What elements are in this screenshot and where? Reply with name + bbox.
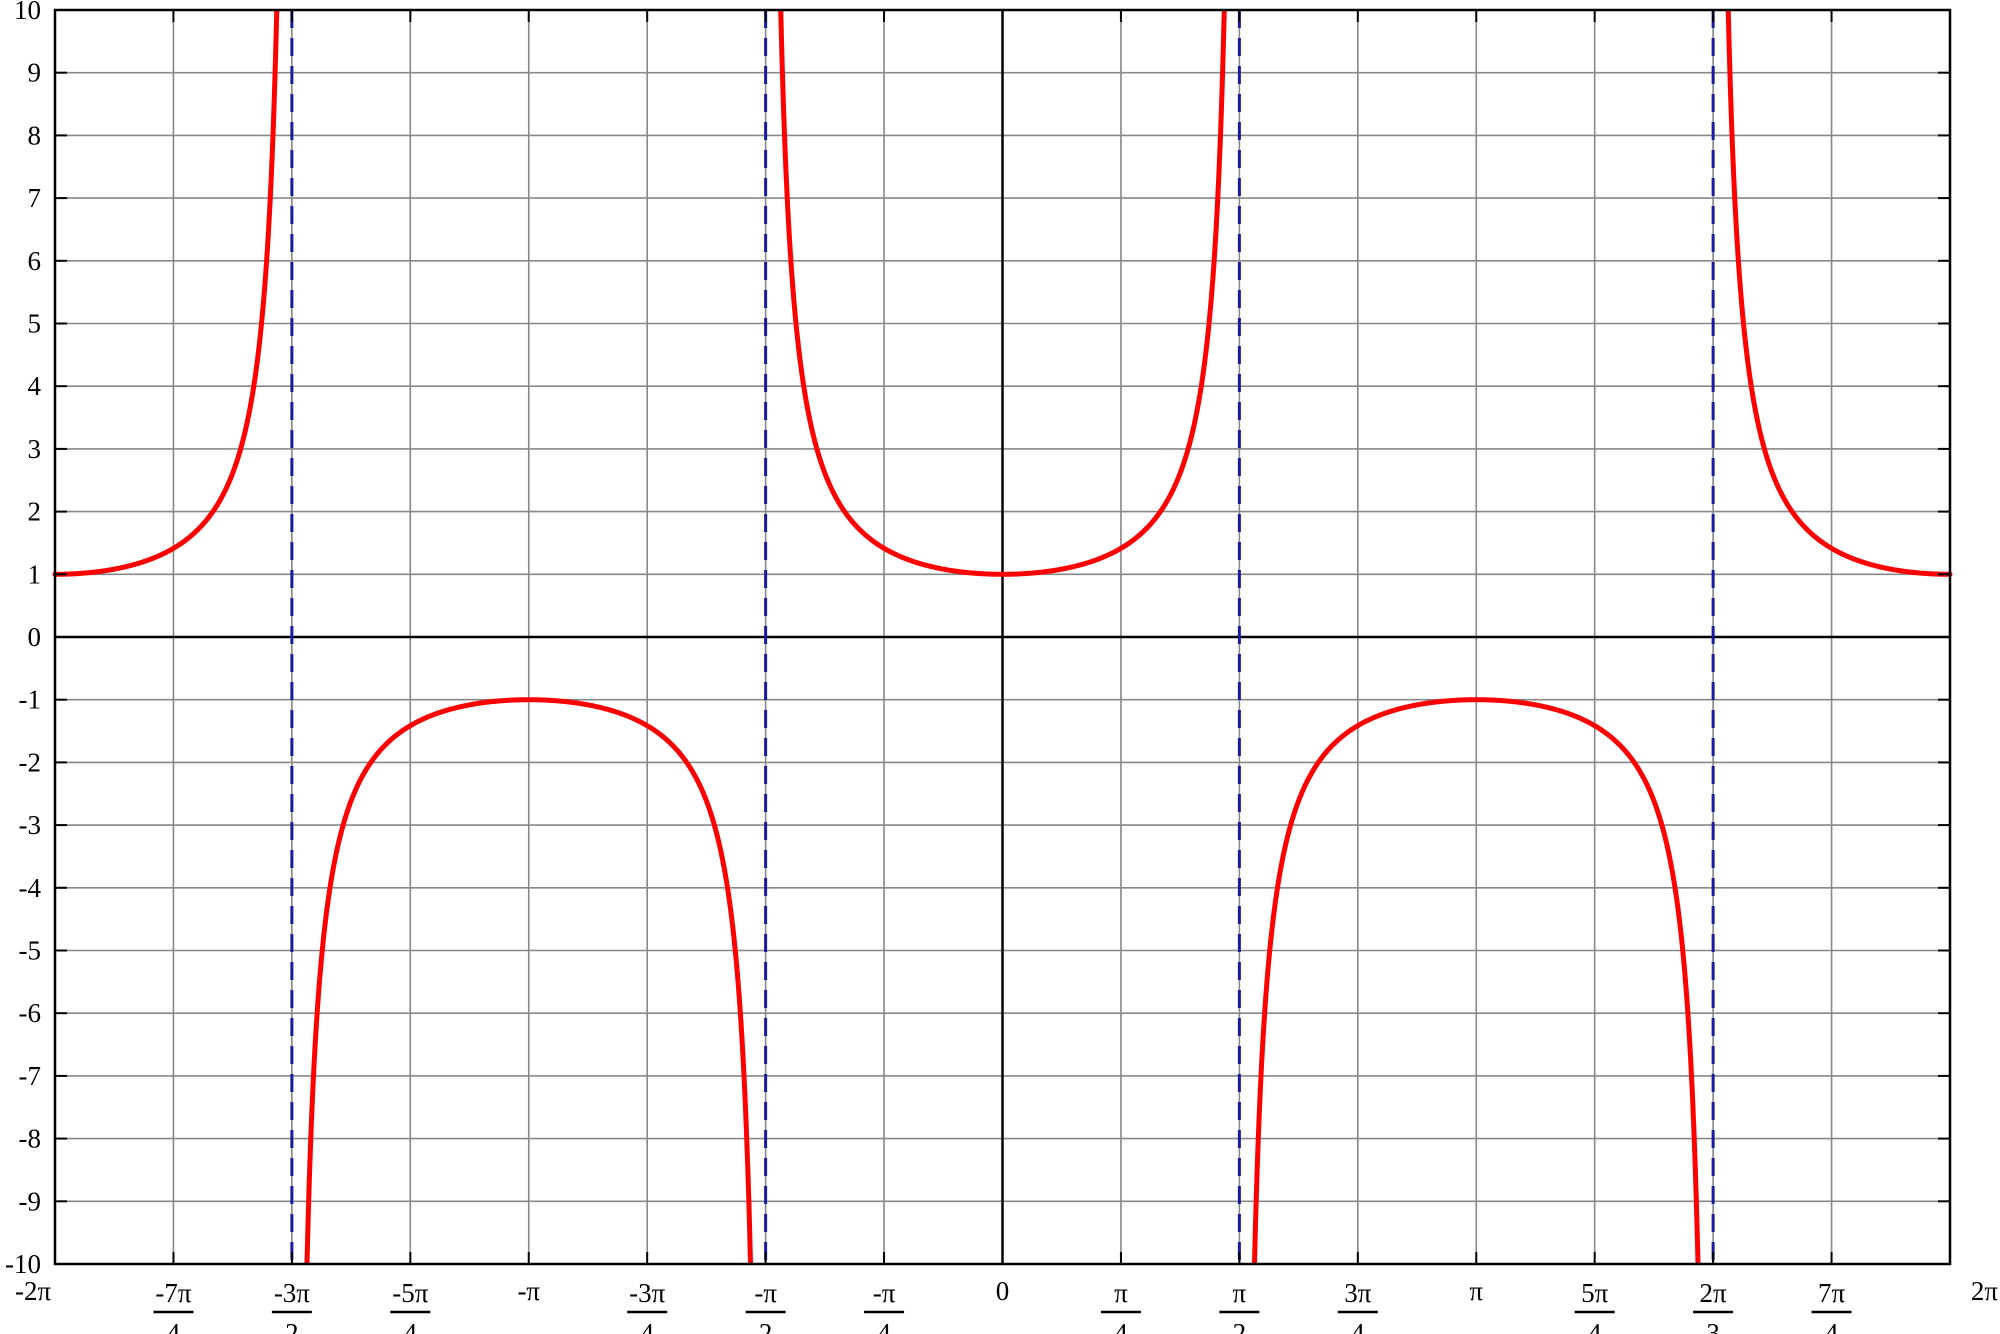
x-tick-label-denominator: 2 (285, 1318, 299, 1334)
x-tick-label-denominator: 4 (1825, 1318, 1839, 1334)
sec-curve-segment (52, 10, 280, 577)
x-tick-label-numerator: -π (754, 1278, 777, 1308)
asymptote-lines (290, 10, 1715, 1264)
x-tick-label-denominator: 4 (1588, 1318, 1602, 1334)
x-tick-label-denominator: 4 (167, 1318, 181, 1334)
x-tick-label-denominator: 4 (404, 1318, 418, 1334)
plot-series (52, 10, 1953, 1264)
y-tick-label: -2 (19, 747, 42, 777)
plot-frame (53, 8, 1952, 1266)
y-tick-label: -6 (19, 998, 42, 1028)
x-tick-label-numerator: π (1233, 1278, 1247, 1308)
x-tick-label: -π (517, 1276, 540, 1306)
x-tick-label-denominator: 3 (1706, 1318, 1720, 1334)
y-tick-label: -3 (19, 810, 42, 840)
y-tick-label: 2 (28, 497, 42, 527)
x-tick-label-denominator: 4 (640, 1318, 654, 1334)
sec-curve-segment (1725, 10, 1953, 577)
y-tick-label: -9 (19, 1186, 42, 1216)
y-tick-label: 8 (28, 120, 42, 150)
y-tick-label: -5 (19, 936, 42, 966)
x-tick-label-denominator: 4 (1114, 1318, 1128, 1334)
x-tick-label-denominator: 4 (1351, 1318, 1365, 1334)
y-tick-label: 10 (14, 0, 41, 25)
x-tick-label-denominator: 2 (759, 1318, 773, 1334)
x-tick-label-numerator: -7π (155, 1278, 191, 1308)
x-tick-label-numerator: -π (873, 1278, 896, 1308)
y-tick-label: 4 (28, 371, 42, 401)
y-tick-label: 6 (28, 246, 42, 276)
y-tick-label: 1 (28, 559, 42, 589)
y-tick-label: -7 (19, 1061, 42, 1091)
y-tick-label: 7 (28, 183, 42, 213)
zero-axes (55, 10, 1950, 1264)
x-tick-label-numerator: 7π (1818, 1278, 1846, 1308)
y-tick-label: 9 (28, 58, 42, 88)
x-tick-label-numerator: π (1114, 1278, 1128, 1308)
x-tick-label-denominator: 2 (1233, 1318, 1247, 1334)
sec-curve-segment (304, 697, 754, 1264)
x-tick-label-denominator: 4 (877, 1318, 891, 1334)
sec-curve-segment (778, 10, 1227, 577)
sec-curve-segment (1251, 697, 1701, 1264)
y-tick-label: -10 (5, 1249, 41, 1279)
x-tick-labels: -2π -7π 4 -3π 2 -5π 4 -π -3π 4 -π 2 -π 4 0 π 4 π 2 3π 4 π 5π 4 2… (15, 1276, 1998, 1334)
y-tick-label: 5 (28, 309, 42, 339)
y-tick-label: 0 (28, 622, 42, 652)
y-tick-label: 3 (28, 434, 42, 464)
x-tick-label: 0 (996, 1276, 1010, 1306)
x-tick-label-numerator: -3π (274, 1278, 310, 1308)
y-tick-label: -4 (19, 873, 42, 903)
x-tick-label-numerator: -3π (629, 1278, 665, 1308)
x-tick-label: -2π (15, 1276, 51, 1306)
x-tick-label: 2π (1971, 1276, 1999, 1306)
x-tick-label: π (1469, 1276, 1483, 1306)
x-tick-label-numerator: -5π (392, 1278, 428, 1308)
y-tick-label: -1 (19, 685, 42, 715)
x-tick-label-numerator: 3π (1344, 1278, 1372, 1308)
x-tick-label-numerator: 2π (1700, 1278, 1728, 1308)
y-tick-label: -8 (19, 1124, 42, 1154)
x-tick-label-numerator: 5π (1581, 1278, 1609, 1308)
